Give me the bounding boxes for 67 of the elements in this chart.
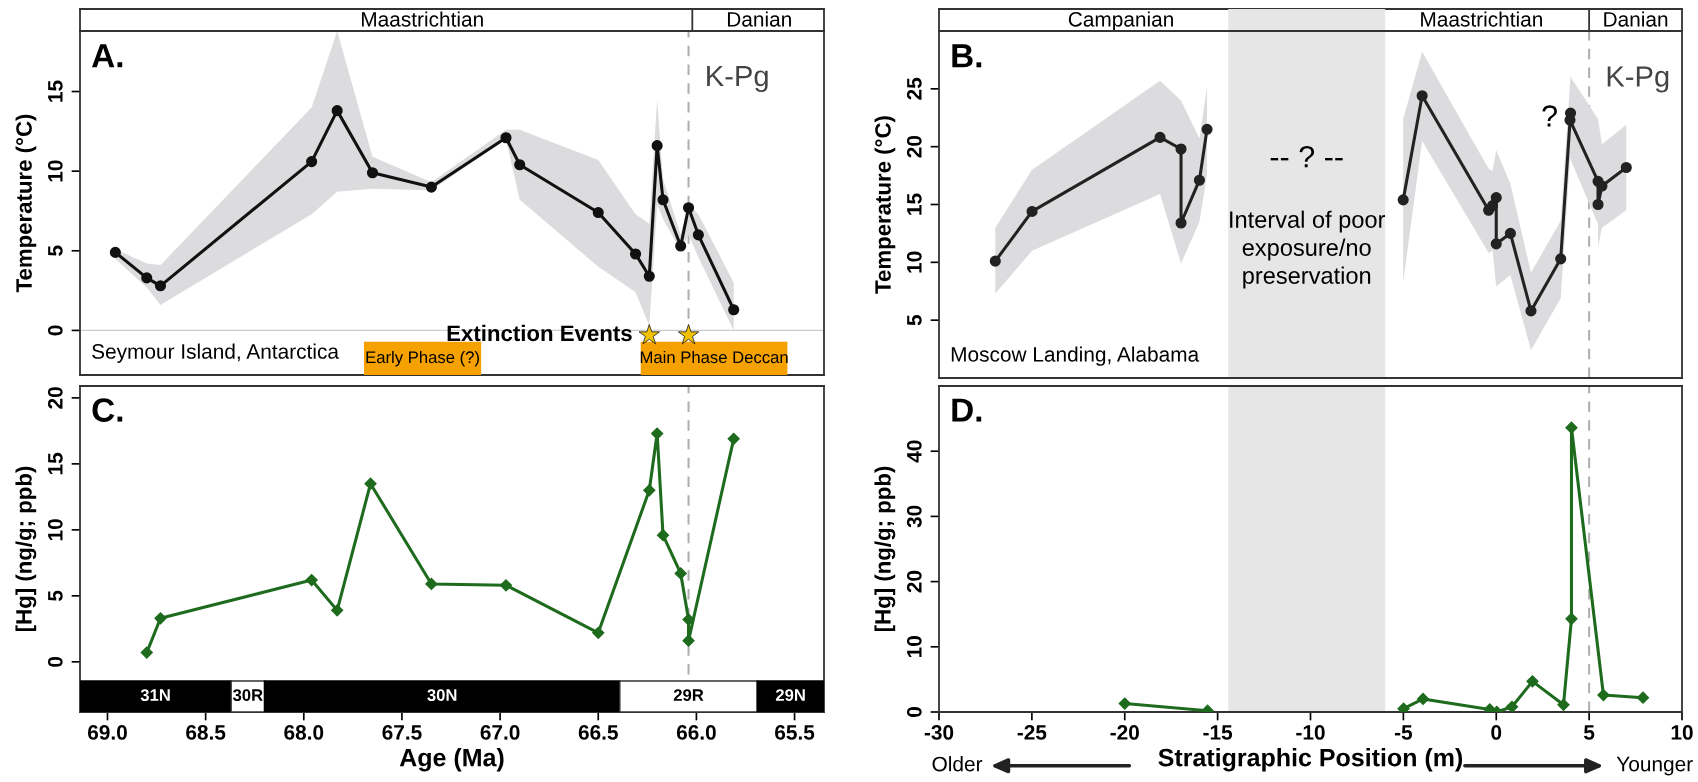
- x-tick-label: -15: [1203, 725, 1233, 740]
- y-tick-label: 10: [47, 160, 63, 182]
- band-label: 29R: [673, 689, 704, 701]
- x-tick-label: -30: [924, 725, 954, 740]
- x-tick-label: 10: [1671, 725, 1693, 740]
- y-axis-title: [Hg] (ng/g; ppb): [15, 466, 37, 632]
- y-tick-label: 15: [48, 452, 63, 475]
- y-tick-label: 5: [48, 245, 63, 256]
- ref-line-label: K-Pg: [707, 65, 768, 93]
- y-tick-label: 15: [48, 80, 63, 102]
- annotation: Moscow Landing, Alabama: [951, 346, 1200, 366]
- annotation: Interval of poor exposure/no preservation: [1230, 210, 1386, 289]
- y-axis-title: [Hg] (ng/g; ppb): [874, 466, 896, 632]
- chart-title: A.: [91, 44, 123, 68]
- y-tick-label: 40: [906, 440, 922, 463]
- y-tick-label: 5: [48, 590, 63, 602]
- annotation: -- ? --: [1270, 145, 1343, 168]
- y-tick-label: 5: [907, 314, 922, 326]
- text: Maastrichtian: [1421, 11, 1542, 27]
- y-tick-label: 0: [47, 656, 63, 667]
- text: Older: [932, 756, 983, 772]
- text: Younger: [1616, 756, 1693, 776]
- y-axis-title: Temperature (°C): [15, 114, 37, 293]
- y-tick-label: 30: [906, 505, 922, 528]
- x-tick-label: 0: [1491, 725, 1502, 740]
- y-tick-label: 0: [906, 707, 922, 717]
- y-tick-label: 0: [47, 325, 63, 336]
- x-tick-label: -25: [1017, 725, 1047, 740]
- y-tick-label: 20: [47, 387, 63, 409]
- x-tick-label: 5: [1583, 725, 1595, 740]
- y-axis-title: Temperature (°C): [874, 116, 896, 294]
- x-tick-label: 67.0: [480, 725, 520, 740]
- x-tick-label: 68.5: [186, 725, 226, 740]
- y-tick-label: 10: [47, 519, 63, 541]
- band-label: 31N: [140, 689, 170, 702]
- annotation: ?: [1542, 105, 1557, 127]
- text: Campanian: [1068, 11, 1173, 31]
- series-label: Extinction Events: [447, 324, 632, 342]
- y-tick-label: 15: [907, 193, 922, 215]
- x-tick-label: -20: [1110, 725, 1139, 740]
- text: Danian: [1604, 11, 1668, 27]
- band-label: 30N: [427, 689, 457, 702]
- x-tick-label: 68.0: [284, 725, 324, 740]
- x-axis-title: Stratigraphic Position (m): [1158, 748, 1463, 772]
- x-axis-title: Age (Ma): [399, 748, 504, 772]
- y-tick-label: 25: [906, 77, 922, 100]
- y-tick-label: 20: [906, 570, 922, 593]
- x-tick-label: 66.5: [578, 725, 618, 740]
- annotation: Seymour Island, Antarctica: [92, 343, 339, 363]
- x-tick-label: 66.0: [676, 725, 716, 740]
- text: Danian: [727, 11, 791, 27]
- x-tick-label: 65.5: [775, 725, 815, 740]
- x-tick-label: 69.0: [87, 725, 127, 740]
- band-label: Early Phase (?): [366, 350, 479, 367]
- y-tick-label: 10: [906, 251, 922, 273]
- chart-title: C.: [92, 398, 123, 422]
- x-tick-label: -10: [1296, 725, 1325, 740]
- y-tick-label: 10: [906, 636, 922, 658]
- y-tick-label: 20: [906, 135, 922, 158]
- x-tick-label: -5: [1394, 725, 1413, 740]
- x-tick-label: 67.5: [382, 725, 422, 740]
- band-label: 30R: [232, 689, 263, 702]
- chart-title: D.: [952, 398, 982, 422]
- ref-line-label: K-Pg: [1607, 66, 1669, 93]
- text: Maastrichtian: [362, 11, 483, 27]
- band-label: 29N: [775, 689, 805, 701]
- chart-title: B.: [952, 44, 982, 68]
